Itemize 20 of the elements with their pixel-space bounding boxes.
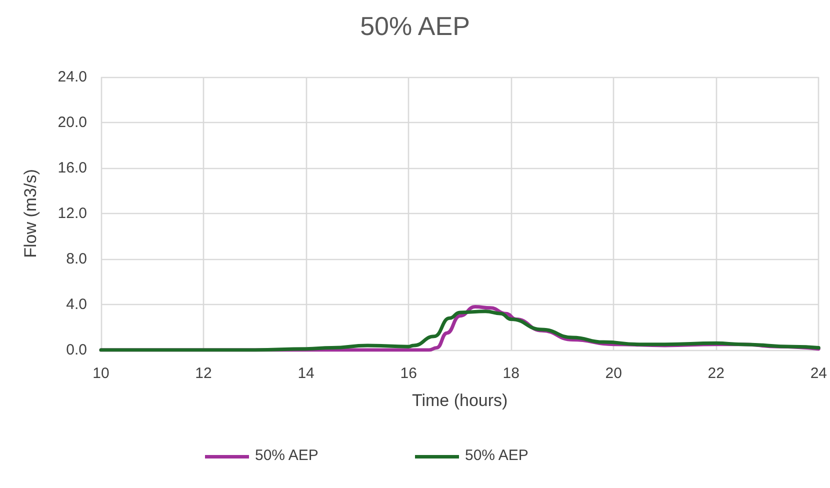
x-tick-label: 24 bbox=[810, 365, 827, 382]
x-tick-label: 22 bbox=[708, 365, 724, 382]
y-tick-label: 0.0 bbox=[66, 342, 87, 358]
x-tick-label: 18 bbox=[502, 365, 520, 382]
legend-label: 50% AEP bbox=[465, 447, 528, 464]
x-tick-label: 14 bbox=[298, 365, 314, 382]
y-tick-label: 16.0 bbox=[58, 160, 87, 176]
y-tick-label: 20.0 bbox=[58, 114, 87, 131]
y-tick-label: 4.0 bbox=[66, 296, 87, 313]
legend-label: 50% AEP bbox=[255, 447, 318, 464]
x-tick-label: 20 bbox=[605, 365, 622, 382]
x-tick-label: 10 bbox=[92, 365, 110, 382]
x-tick-label: 12 bbox=[195, 365, 212, 382]
x-axis-title: Time (hours) bbox=[412, 391, 508, 410]
y-tick-label: 12.0 bbox=[58, 205, 87, 222]
x-tick-label: 16 bbox=[400, 365, 417, 382]
y-tick-label: 24.0 bbox=[58, 68, 87, 86]
chart-title: 50% AEP bbox=[360, 11, 470, 41]
y-tick-label: 8.0 bbox=[66, 250, 87, 268]
y-axis-title: Flow (m3/s) bbox=[21, 169, 40, 258]
